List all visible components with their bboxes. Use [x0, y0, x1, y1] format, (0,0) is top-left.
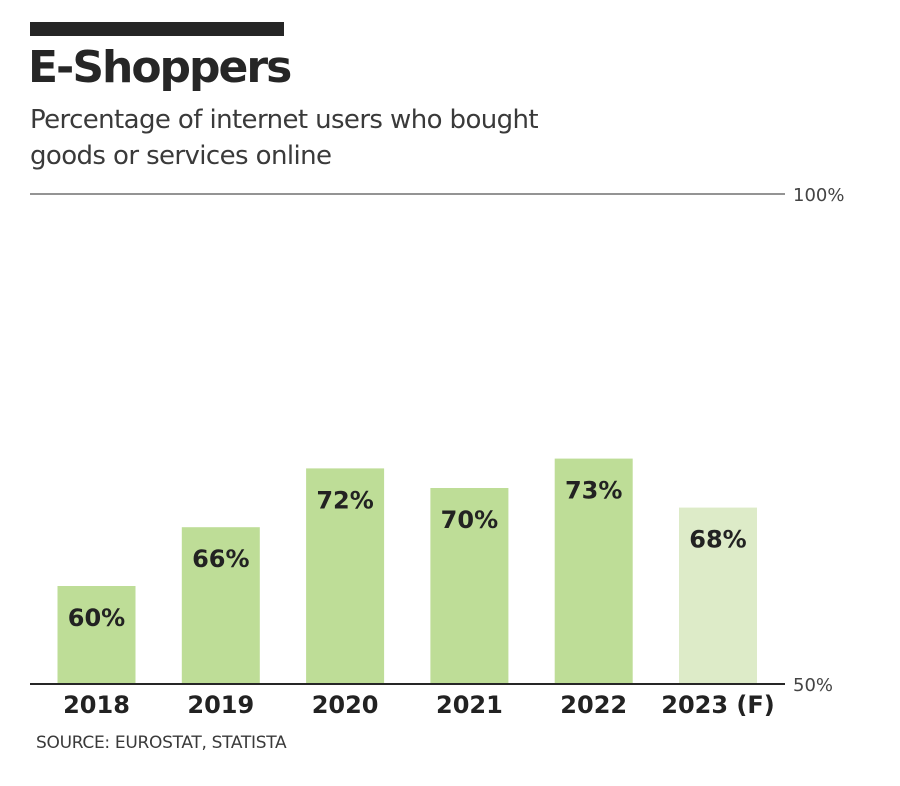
x-tick-label-0: 2018 — [63, 691, 130, 719]
bar-2 — [306, 468, 385, 684]
data-label-2: 72% — [316, 486, 373, 514]
data-label-5: 68% — [689, 526, 746, 554]
bar-3 — [430, 488, 509, 684]
source-note: SOURCE: EUROSTAT, STATISTA — [36, 733, 287, 753]
title-accent-bar — [30, 22, 284, 36]
data-label-1: 66% — [192, 545, 249, 573]
data-label-3: 70% — [441, 506, 498, 534]
x-tick-label-3: 2021 — [436, 691, 503, 719]
x-tick-label-5: 2023 (F) — [661, 691, 774, 719]
data-label-4: 73% — [565, 477, 622, 505]
chart-title: E-Shoppers — [28, 42, 292, 93]
y-tick-label-0: 50% — [793, 675, 833, 696]
x-tick-label-1: 2019 — [187, 691, 254, 719]
y-tick-label-1: 100% — [793, 185, 844, 206]
bar-0 — [57, 586, 136, 684]
data-label-0: 60% — [68, 604, 125, 632]
bar-1 — [181, 527, 260, 684]
x-tick-label-2: 2020 — [312, 691, 379, 719]
bar-5 — [679, 507, 757, 684]
chart-subtitle: Percentage of internet users who bought … — [30, 105, 539, 171]
bar-4 — [554, 458, 633, 684]
bar-chart: 60% 2018 66% 2019 72% 2020 70% 2021 73% 2022 68% 20… — [30, 185, 844, 719]
x-tick-label-4: 2022 — [560, 691, 627, 719]
